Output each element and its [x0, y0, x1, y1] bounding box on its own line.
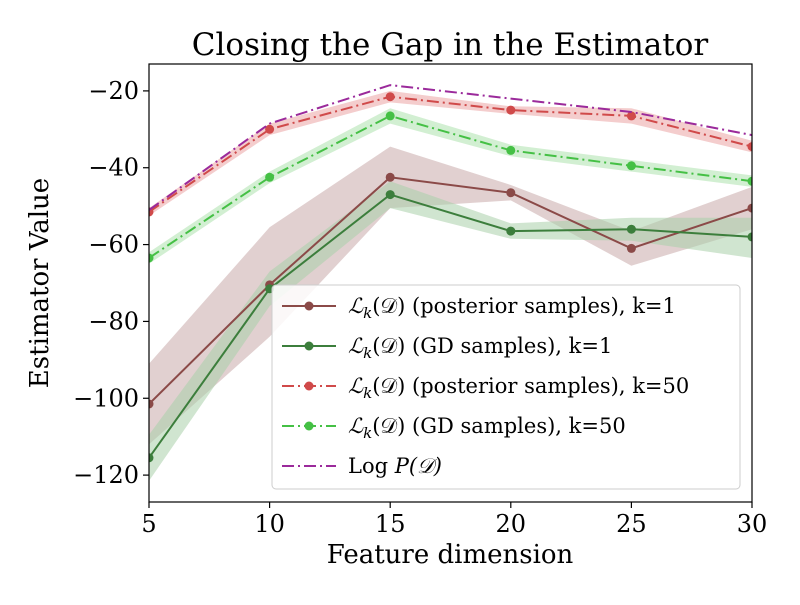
- legend-box: [271, 284, 741, 490]
- series-3-point: [747, 142, 752, 152]
- series-3-point: [265, 124, 275, 134]
- x-tick-label: 10: [254, 510, 285, 538]
- chart-title: Closing the Gap in the Estimator: [192, 27, 709, 63]
- axis-ticks: 5 10 15 20 25 30 −120 −100 −80 −60 −40 −20: [73, 77, 767, 538]
- series-1-line: [149, 176, 752, 405]
- legend-entry-1: ℒk(𝒟) (posterior samples), k=1: [348, 294, 676, 322]
- x-tick-label: 30: [737, 510, 768, 538]
- plot-frame: [148, 63, 753, 503]
- series-4-point: [385, 111, 395, 121]
- y-tick-label: −120: [73, 461, 139, 489]
- legend-swatch-marker: [304, 341, 314, 351]
- x-tick-label: 5: [141, 510, 156, 538]
- series-1-point: [626, 243, 636, 253]
- series-4-band: [149, 108, 752, 264]
- series-2-point: [747, 232, 752, 242]
- series-3-point: [385, 92, 395, 102]
- series-2-band: [149, 181, 752, 481]
- x-tick-label: 15: [375, 510, 406, 538]
- y-tick-label: −40: [88, 154, 139, 182]
- series-1-point: [747, 203, 752, 213]
- legend-swatch-marker: [304, 301, 314, 311]
- series-4-line: [149, 114, 752, 259]
- y-tick-label: −20: [88, 77, 139, 105]
- series-4-point: [265, 172, 275, 182]
- series-1-point: [149, 399, 154, 409]
- series-1-point: [385, 172, 395, 182]
- series-2-point: [506, 226, 516, 236]
- x-tick-label: 20: [496, 510, 527, 538]
- series-3-line: [149, 95, 752, 213]
- x-axis-title: Feature dimension: [327, 540, 574, 570]
- legend-swatch-marker: [304, 381, 314, 391]
- series-5-line: [149, 84, 752, 211]
- legend: ℒk(𝒟) (posterior samples), k=1 ℒk(𝒟) (GD …: [271, 284, 741, 490]
- legend-entry-3: ℒk(𝒟) (posterior samples), k=50: [348, 374, 689, 402]
- plot-area: [149, 84, 752, 481]
- legend-entry-4: ℒk(𝒟) (GD samples), k=50: [348, 414, 626, 442]
- series-2-point: [149, 453, 154, 463]
- plot-series-group: [149, 84, 752, 481]
- legend-swatch-marker: [304, 421, 314, 431]
- y-tick-label: −80: [88, 307, 139, 335]
- y-tick-label: −60: [88, 231, 139, 259]
- series-4-point: [747, 176, 752, 186]
- series-3-point: [626, 111, 636, 121]
- x-tick-label: 25: [616, 510, 647, 538]
- series-4-point: [626, 161, 636, 171]
- series-2-point: [385, 190, 395, 200]
- y-axis-title: Estimator Value: [25, 178, 55, 388]
- series-3-point: [506, 105, 516, 115]
- series-4-point: [149, 253, 154, 263]
- series-1-point: [506, 188, 516, 198]
- series-2-point: [626, 224, 636, 234]
- legend-entry-2: ℒk(𝒟) (GD samples), k=1: [348, 334, 612, 362]
- legend-entry-5: Log P(𝒟): [348, 454, 442, 478]
- y-tick-label: −100: [73, 384, 139, 412]
- series-2-line: [149, 193, 752, 459]
- series-4-point: [506, 145, 516, 155]
